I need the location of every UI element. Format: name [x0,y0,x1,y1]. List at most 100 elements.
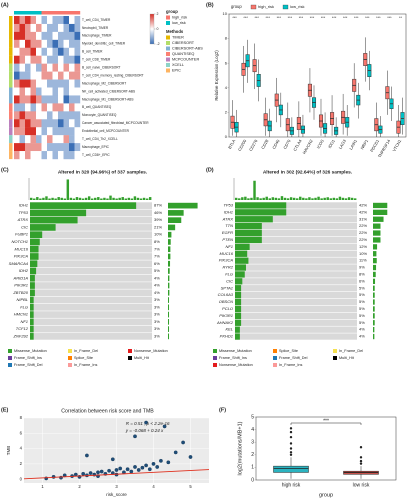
heat-cell [69,103,75,112]
heat-cell [25,71,31,80]
percent-label: 42% [359,209,367,214]
row-label: Macrophage_M1_CIBERSORT-ABS [82,97,134,101]
frequency-bar [373,202,388,209]
alteration-bar [235,229,262,237]
heat-cell [25,135,31,144]
heat-cell [63,31,70,41]
heat-cell [63,16,70,25]
heat-cell [25,63,31,72]
panel-label: (A) [1,2,9,8]
method-annotation [9,119,13,128]
heat-cell [69,87,75,96]
heat-cell [19,143,26,152]
legend-label: Frame_Shift_Del [14,363,43,367]
heat-cell [58,95,64,104]
heat-cell [74,127,81,136]
plot-area [255,416,397,481]
heat-cell [58,71,64,80]
heat-cell [19,23,26,33]
heat-cell [47,16,53,25]
heat-cell [52,63,59,72]
heat-cell [30,55,37,64]
heat-cell [69,23,75,33]
y-tick-label: 0 [20,476,23,481]
heat-cell [58,135,64,144]
gene-label: TP53 [18,210,28,215]
tmb-bar [256,197,259,200]
significance-label: *** [354,16,359,20]
heat-cell [14,55,20,64]
heat-cell [30,71,37,80]
heat-cell [25,103,31,112]
heat-cell [74,39,81,48]
gene-label: PTEN [222,237,233,242]
tmb-bar [33,198,36,200]
box [273,465,309,473]
heat-cell [41,87,48,96]
legend-label: Frame_Shift_Ins [14,356,42,360]
tmb-bar [265,196,268,200]
gene-label: NIPBL [16,297,28,302]
heat-cell [30,87,37,96]
row-label: NK_cell_activated_CIBERSORT-ABS [82,89,135,93]
heat-cell [25,127,31,136]
heat-cell [69,39,75,48]
tmb-bar [130,198,134,200]
gene-label: COL6A3 [218,292,234,297]
legend-label: Splice_Site [74,356,93,360]
row-background [235,333,357,340]
tmb-bar [109,195,112,200]
legend-label: CIBERSORT-ABS [172,47,203,51]
gene-label: HMCN1 [14,312,28,317]
heat-cell [36,111,42,120]
percent-label: 87% [154,203,162,208]
heat-cell [36,151,42,160]
method-annotation [9,87,13,96]
significance-label: *** [288,16,293,20]
method-annotation [9,95,13,104]
heat-cell [63,79,70,88]
row-background [30,253,152,260]
legend-label: Splice_Site [279,349,298,353]
x-tick-label: CD200 [237,138,248,152]
percent-label: 3% [154,312,160,317]
y-axis-label: TMB [6,446,11,456]
method-annotation [9,71,13,80]
heat-cell [63,127,70,136]
method-annotation [9,143,13,152]
heat-cell [63,55,70,64]
legend-label: In_Frame_Del [339,349,363,353]
heat-cell [25,47,31,56]
frequency-bar [373,271,376,278]
row-background [30,311,152,318]
gene-label: PCLO [222,306,233,311]
heat-cell [52,23,59,33]
alteration-bar [235,216,273,223]
frequency-bar [373,244,378,250]
gene-label: PIK3CA [219,258,234,263]
legend-swatch [166,57,170,62]
frequency-bar [373,285,375,291]
x-axis-label: risk_score [106,492,127,497]
point [166,460,171,465]
heat-cell [69,119,75,128]
heat-cell [36,119,42,128]
significance-label: *** [343,16,348,20]
gene-label: ARID1A [13,275,29,280]
row-background [235,257,357,264]
tmb-bar [332,197,336,200]
heat-cell [74,63,81,72]
panel-label: (B) [206,2,214,8]
tmb-bar [253,180,256,200]
heat-cell [30,47,37,56]
heat-cell [30,151,37,160]
heat-cell [58,119,64,128]
heat-cell [41,103,48,112]
heat-cell [25,79,31,88]
row-background [235,223,357,230]
heat-cell [36,63,42,72]
significance-label: *** [332,16,337,20]
legend-title: group [166,9,178,14]
row-background [30,209,152,217]
tmb-bar [259,198,262,200]
